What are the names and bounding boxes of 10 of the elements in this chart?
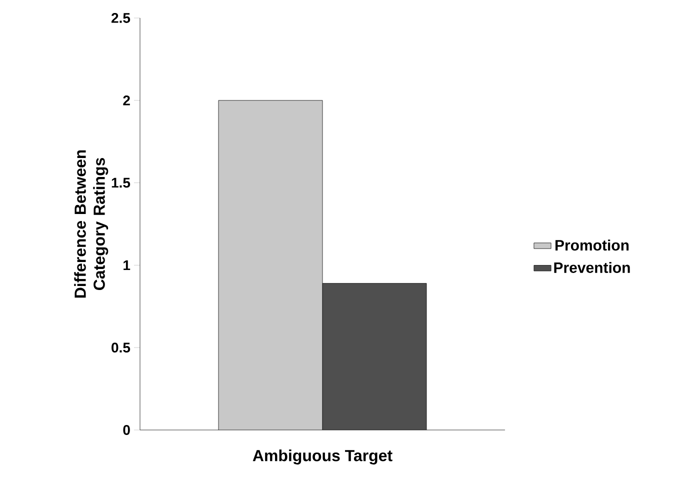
- y-tick-label: 0: [123, 425, 130, 435]
- y-axis-title: Difference Between Category Ratings: [74, 150, 108, 298]
- y-tick-label: 2.5: [111, 13, 130, 23]
- y-tick-label: 0.5: [112, 342, 130, 353]
- legend-label: Prevention: [554, 262, 630, 273]
- y-tick-label: 1.5: [112, 178, 130, 188]
- y-tick-label: 2: [123, 95, 130, 106]
- legend-label: Promotion: [555, 240, 629, 251]
- y-tick-label: 1: [124, 260, 130, 270]
- x-tick-label: Ambiguous Target: [252, 450, 392, 464]
